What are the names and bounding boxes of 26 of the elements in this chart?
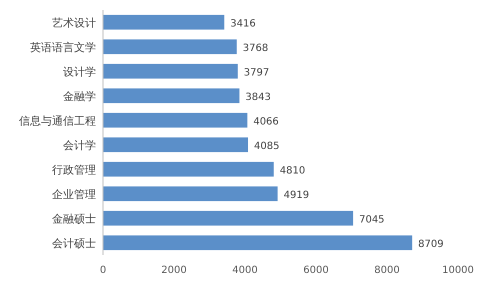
data-label: 8709	[418, 238, 444, 250]
data-label: 4810	[280, 165, 306, 176]
y-tick-label: 会计硕士	[52, 236, 96, 250]
y-tick-label: 信息与通信工程	[19, 114, 96, 128]
data-label: 4066	[253, 116, 279, 128]
y-tick-label: 会计学	[63, 138, 96, 152]
y-tick-label: 金融硕士	[52, 212, 96, 226]
x-tick-label: 4000	[232, 265, 258, 276]
data-label: 3416	[230, 18, 256, 30]
x-tick-label: 2000	[161, 265, 187, 276]
x-tick-label: 10000	[442, 265, 474, 276]
data-label: 3768	[242, 42, 268, 54]
data-label: 4919	[284, 190, 310, 201]
y-tick-label: 企业管理	[52, 188, 96, 201]
y-tick-label: 设计学	[63, 65, 96, 78]
x-tick-label: 8000	[374, 265, 400, 276]
data-label: 3797	[244, 67, 270, 78]
data-label: 3843	[245, 92, 271, 103]
x-tick-label: 0	[100, 265, 106, 276]
y-tick-label: 英语语言文学	[30, 40, 96, 54]
data-label: 4085	[254, 140, 280, 152]
y-tick-label: 行政管理	[52, 163, 96, 176]
y-tick-label: 金融学	[63, 90, 96, 103]
x-tick-label: 6000	[303, 265, 329, 276]
y-tick-label: 艺术设计	[52, 16, 96, 30]
data-label: 7045	[359, 214, 385, 226]
